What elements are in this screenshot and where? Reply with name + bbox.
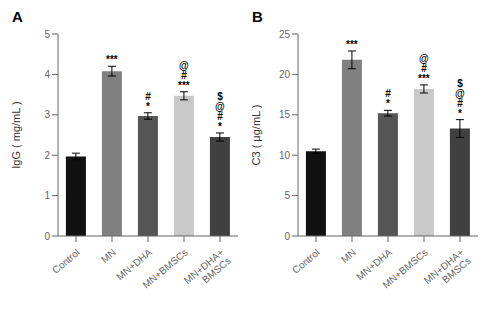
svg-text:MN+DHA: MN+DHA bbox=[354, 246, 394, 283]
svg-text:***: *** bbox=[418, 73, 430, 84]
svg-text:5: 5 bbox=[284, 190, 290, 201]
svg-text:#: # bbox=[421, 63, 427, 74]
svg-text:20: 20 bbox=[279, 69, 291, 80]
svg-text:0: 0 bbox=[284, 231, 290, 242]
svg-text:15: 15 bbox=[279, 109, 291, 120]
svg-text:25: 25 bbox=[279, 29, 291, 40]
svg-text:3: 3 bbox=[44, 109, 50, 120]
svg-text:5: 5 bbox=[44, 29, 50, 40]
svg-text:MN: MN bbox=[339, 247, 358, 265]
svg-text:IgG ( mg/mL ): IgG ( mg/mL ) bbox=[10, 101, 22, 168]
svg-text:*: * bbox=[146, 101, 150, 112]
svg-text:#: # bbox=[385, 88, 391, 99]
svg-text:MN+BMSCs: MN+BMSCs bbox=[380, 247, 429, 291]
svg-text:#: # bbox=[217, 111, 223, 122]
svg-text:1: 1 bbox=[44, 190, 50, 201]
svg-text:@: @ bbox=[455, 88, 465, 99]
svg-text:MN: MN bbox=[99, 247, 118, 265]
svg-text:2: 2 bbox=[44, 150, 50, 161]
svg-text:Control: Control bbox=[290, 247, 322, 276]
svg-text:0: 0 bbox=[44, 231, 50, 242]
svg-text:4: 4 bbox=[44, 69, 50, 80]
svg-text:***: *** bbox=[178, 80, 190, 91]
svg-text:#: # bbox=[181, 70, 187, 81]
svg-text:MN+DHA+BMSCs: MN+DHA+BMSCs bbox=[422, 246, 473, 294]
svg-text:@: @ bbox=[179, 60, 189, 71]
svg-text:10: 10 bbox=[279, 150, 291, 161]
svg-text:$: $ bbox=[217, 91, 223, 102]
svg-text:MN+DHA: MN+DHA bbox=[114, 246, 154, 283]
svg-text:***: *** bbox=[346, 39, 358, 50]
svg-text:C3 ( μg/mL ): C3 ( μg/mL ) bbox=[250, 105, 262, 166]
svg-text:*: * bbox=[386, 98, 390, 109]
svg-text:*: * bbox=[218, 121, 222, 132]
html-text:A: A bbox=[12, 8, 23, 25]
svg-text:MN+DHA+BMSCs: MN+DHA+BMSCs bbox=[182, 246, 233, 294]
svg-text:*: * bbox=[458, 108, 462, 119]
svg-text:@: @ bbox=[215, 101, 225, 112]
svg-text:MN+BMSCs: MN+BMSCs bbox=[140, 247, 189, 291]
svg-text:Control: Control bbox=[50, 247, 82, 276]
html-text:B: B bbox=[252, 8, 263, 25]
svg-text:#: # bbox=[145, 91, 151, 102]
svg-text:***: *** bbox=[106, 54, 118, 65]
svg-text:$: $ bbox=[457, 78, 463, 89]
svg-text:@: @ bbox=[419, 53, 429, 64]
svg-text:#: # bbox=[457, 98, 463, 109]
